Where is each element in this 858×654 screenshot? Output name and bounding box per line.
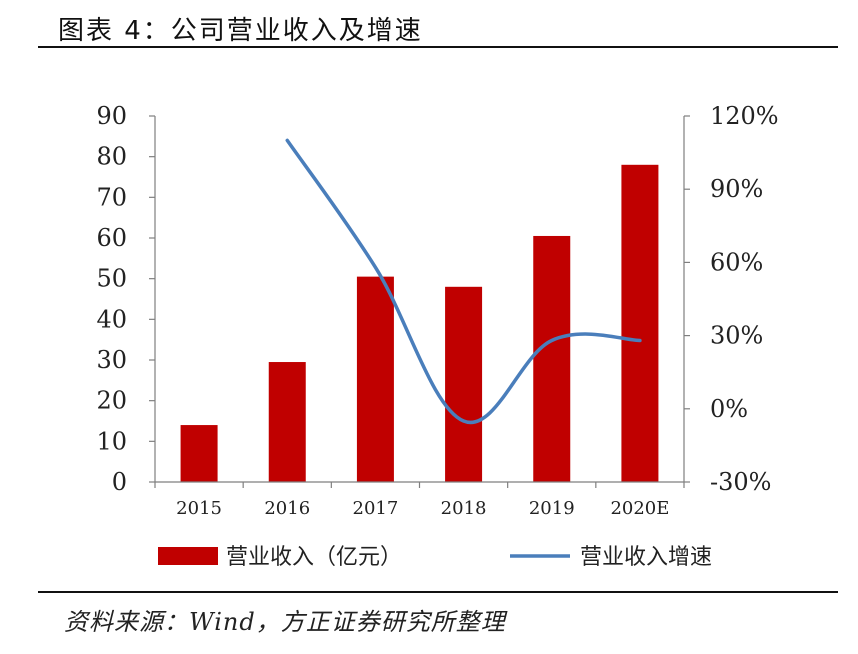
x-tick-label: 2018 xyxy=(441,498,487,519)
x-axis: 2015 2016 2017 2018 2019 2020E xyxy=(154,481,685,519)
right-tick-label: 30% xyxy=(710,322,763,350)
revenue-bars xyxy=(180,164,659,483)
title-rule xyxy=(38,46,838,48)
left-tick-label: 70 xyxy=(96,183,127,211)
right-tick-label: -30% xyxy=(710,468,771,496)
source-note: 资料来源：Wind，方正证券研究所整理 xyxy=(64,608,506,636)
revenue-bar xyxy=(268,362,306,482)
left-tick-label: 20 xyxy=(96,387,127,415)
legend-bar-swatch xyxy=(158,547,218,565)
revenue-bar xyxy=(180,425,218,482)
left-tick-label: 90 xyxy=(96,102,127,130)
x-tick-label: 2017 xyxy=(353,498,399,519)
revenue-bar xyxy=(445,286,483,482)
right-y-axis: -30% 0% 30% 60% 90% 120% xyxy=(683,102,779,496)
right-tick-label: 60% xyxy=(710,248,763,276)
left-tick-label: 50 xyxy=(96,265,127,293)
left-y-axis: 0 10 20 30 40 50 60 70 80 90 xyxy=(96,102,156,496)
left-tick-label: 80 xyxy=(96,143,127,171)
source-rule xyxy=(38,591,838,593)
legend-line-label: 营业收入增速 xyxy=(580,545,712,570)
figure-title: 图表 4：公司营业收入及增速 xyxy=(58,16,423,46)
right-tick-label: 120% xyxy=(710,102,779,130)
legend-bar-label: 营业收入（亿元） xyxy=(226,545,402,570)
revenue-bar xyxy=(621,164,659,483)
x-tick-label: 2019 xyxy=(529,498,575,519)
legend: 营业收入（亿元） 营业收入增速 xyxy=(158,545,712,570)
growth-line xyxy=(285,138,642,425)
revenue-bar xyxy=(356,276,394,482)
x-tick-label: 2015 xyxy=(176,498,222,519)
revenue-bar xyxy=(533,235,571,482)
x-tick-label: 2020E xyxy=(610,498,669,519)
growth-line-path xyxy=(285,138,642,425)
left-tick-label: 40 xyxy=(96,305,127,333)
left-tick-label: 30 xyxy=(96,346,127,374)
left-tick-label: 10 xyxy=(96,427,127,455)
left-tick-label: 60 xyxy=(96,224,127,252)
left-tick-label: 0 xyxy=(112,468,127,496)
right-tick-label: 90% xyxy=(710,175,763,203)
x-tick-label: 2016 xyxy=(264,498,310,519)
right-tick-label: 0% xyxy=(710,395,748,423)
